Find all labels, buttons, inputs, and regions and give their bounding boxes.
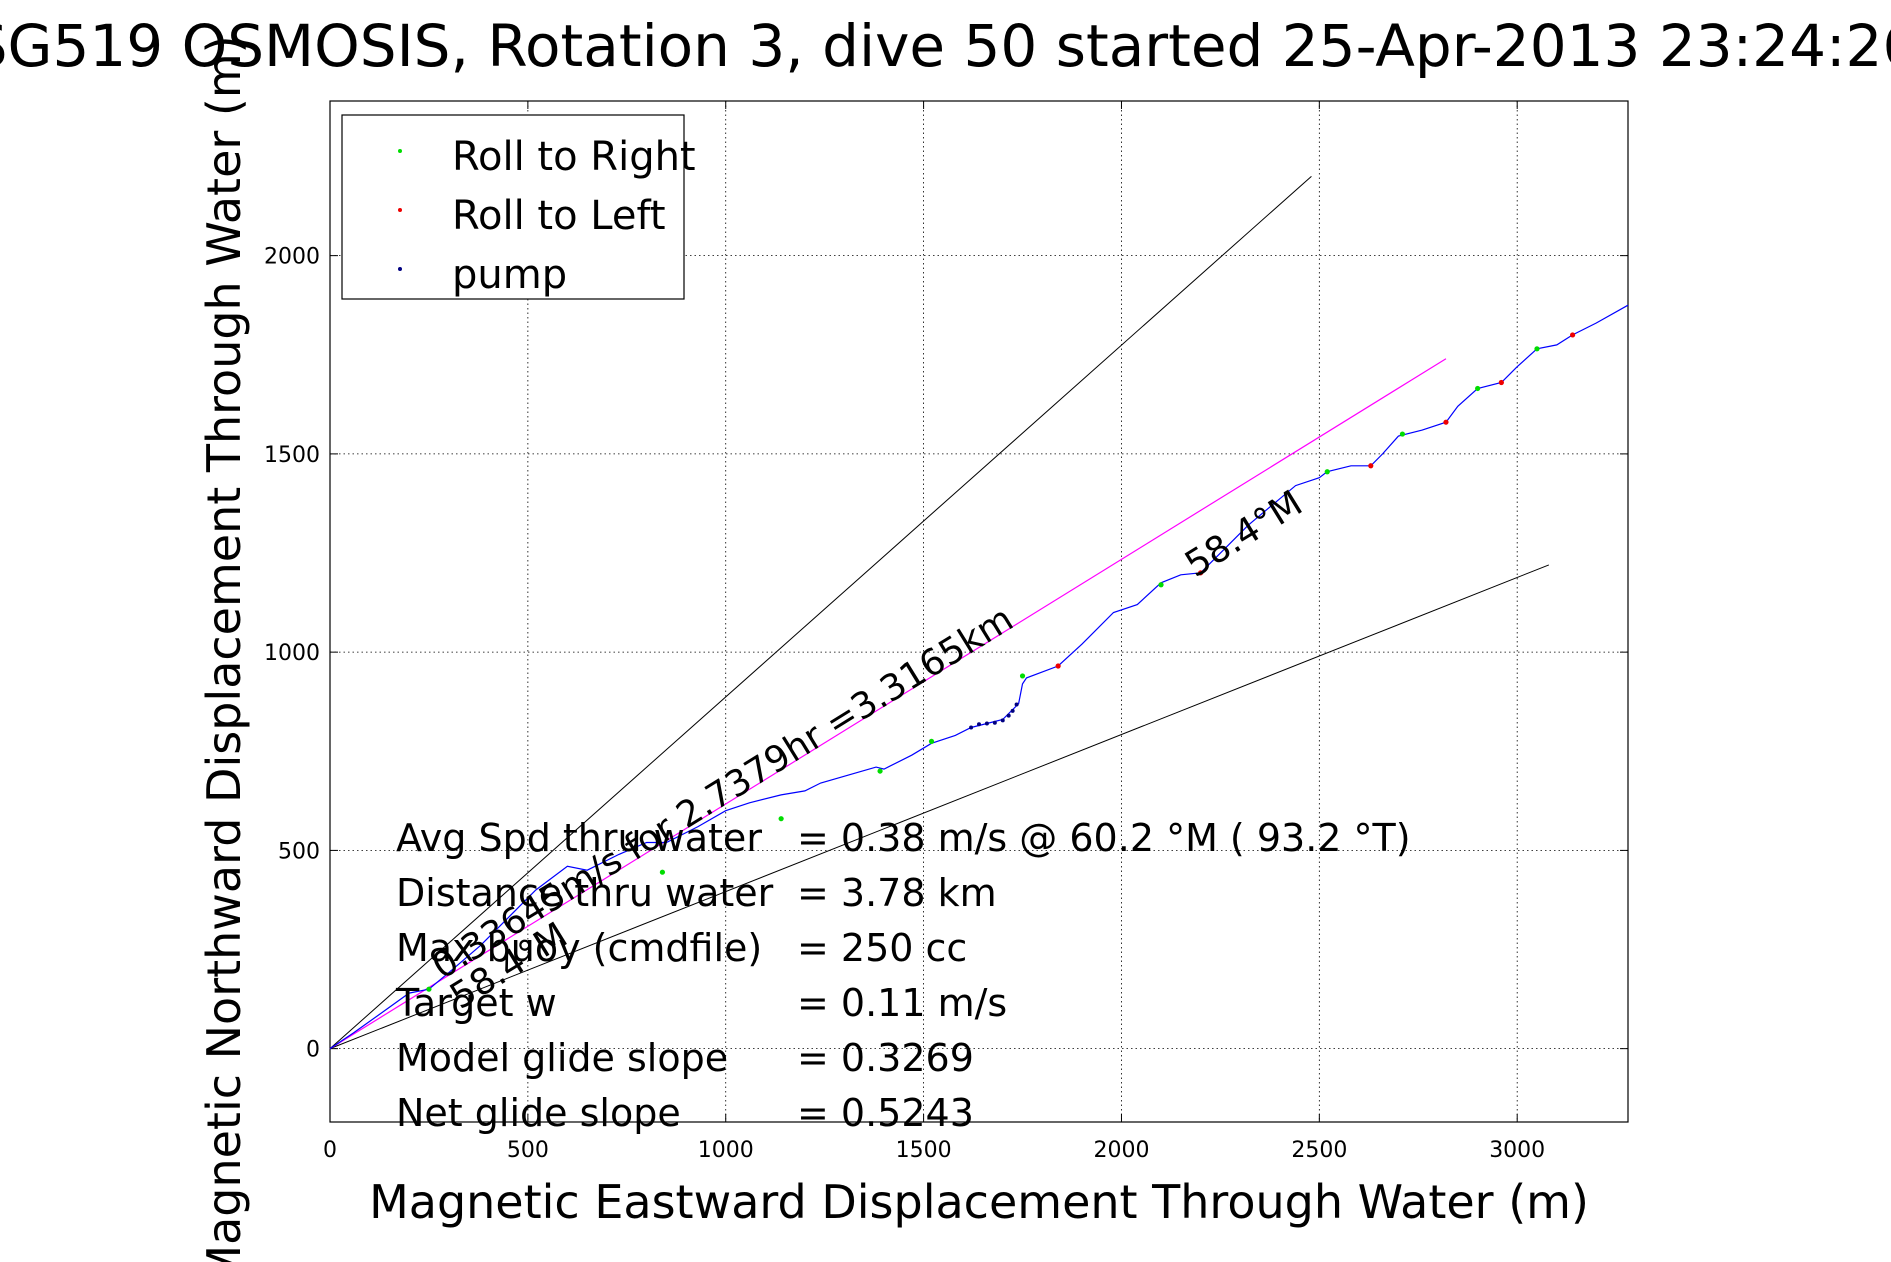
pump-point xyxy=(1014,702,1019,707)
y-tick-label: 1500 xyxy=(264,443,320,468)
roll-left-point xyxy=(1498,379,1504,386)
legend-marker-roll-left xyxy=(398,208,402,212)
x-tick-label: 0 xyxy=(323,1138,337,1163)
x-axis-label: Magnetic Eastward Displacement Through W… xyxy=(369,1175,1589,1229)
heading-line xyxy=(329,358,1447,1050)
pump-point xyxy=(984,721,989,726)
roll-right-point xyxy=(1019,673,1026,679)
stat-value: = 0.5243 xyxy=(797,1091,974,1135)
legend-label-roll-right: Roll to Right xyxy=(452,134,696,180)
roll-right-point xyxy=(778,816,784,822)
y-axis-label: Magnetic Northward Displacement Through … xyxy=(197,35,251,1262)
stat-label: Avg Spd thru water xyxy=(396,816,762,860)
roll-right-point xyxy=(1534,346,1540,352)
legend-label-pump: pump xyxy=(452,252,567,298)
roll-left-point xyxy=(1055,663,1061,669)
bound-line xyxy=(329,564,1550,1050)
pump-point xyxy=(992,720,997,725)
legend: Roll to Right Roll to Left pump xyxy=(341,114,696,300)
track-line xyxy=(329,304,1629,1050)
roll-left-point xyxy=(1443,419,1449,425)
x-tick-label: 3000 xyxy=(1489,1138,1545,1163)
stat-label: Net glide slope xyxy=(396,1091,681,1135)
legend-marker-pump xyxy=(398,267,402,271)
x-tick-label: 2500 xyxy=(1291,1138,1347,1163)
pump-point xyxy=(977,722,981,727)
pump-point xyxy=(1006,713,1011,718)
roll-right-point xyxy=(1158,582,1164,588)
roll-right-point xyxy=(659,869,666,875)
y-tick-label: 500 xyxy=(278,839,320,864)
roll-right-point xyxy=(1399,431,1406,437)
bound-line xyxy=(329,175,1312,1050)
roll-right-point xyxy=(877,768,883,774)
y-tick-label: 2000 xyxy=(264,245,320,270)
legend-label-roll-left: Roll to Left xyxy=(452,193,666,239)
bound-lines xyxy=(329,175,1550,1050)
x-tick-label: 2000 xyxy=(1093,1138,1149,1163)
marker-group xyxy=(426,332,1576,992)
roll-left-point xyxy=(1569,332,1576,338)
roll-right-point xyxy=(1475,385,1481,392)
stat-label: Distance thru water xyxy=(396,871,774,915)
x-tick-label: 1000 xyxy=(698,1138,754,1163)
stats-block: Avg Spd thru water = 0.38 m/s @ 60.2 °M … xyxy=(395,816,1411,1135)
axis-ticks: 0 500 1000 1500 2000 2500 3000 0 500 1000 1500 2000 xyxy=(264,101,1628,1163)
y-tick-label: 0 xyxy=(306,1038,320,1063)
x-tick-label: 1500 xyxy=(896,1138,952,1163)
heading-line-group xyxy=(329,358,1447,1050)
pump-point xyxy=(1010,708,1015,713)
roll-right-point xyxy=(426,986,432,992)
pump-point xyxy=(969,725,974,730)
stat-value: = 0.3269 xyxy=(797,1036,974,1080)
stat-label: Model glide slope xyxy=(396,1036,728,1080)
roll-right-point xyxy=(928,738,935,744)
stat-value: = 3.78 km xyxy=(797,871,997,915)
stat-label: Target w xyxy=(395,981,557,1025)
stat-value: = 0.11 m/s xyxy=(797,981,1007,1025)
stat-value: = 250 cc xyxy=(797,926,967,970)
track-group xyxy=(329,304,1629,1050)
stat-value: = 0.38 m/s @ 60.2 °M ( 93.2 °T) xyxy=(797,816,1411,860)
roll-left-point xyxy=(1368,463,1374,469)
stat-label: Max buoy (cmdfile) xyxy=(396,926,762,970)
roll-right-point xyxy=(1324,469,1330,475)
legend-marker-roll-right xyxy=(398,149,402,153)
pump-point xyxy=(1000,718,1005,723)
roll-left-point xyxy=(1198,570,1204,576)
grid-lines xyxy=(330,101,1628,1122)
y-tick-label: 1000 xyxy=(264,641,320,666)
x-tick-label: 500 xyxy=(507,1138,549,1163)
chart-title: SG519 OSMOSIS, Rotation 3, dive 50 start… xyxy=(0,12,1891,80)
